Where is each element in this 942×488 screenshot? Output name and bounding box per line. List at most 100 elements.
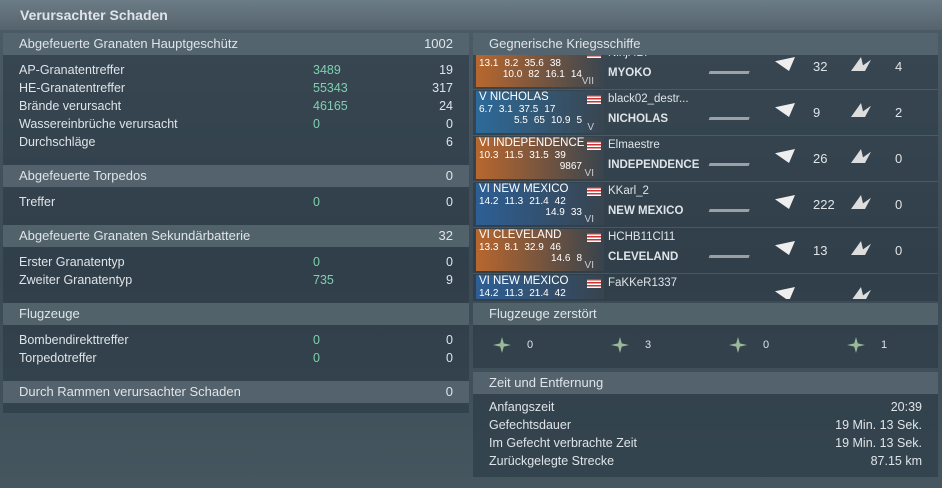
- ship-row: VI INDEPENDENCE 10.3 11.5 31.5 39 9867 VI Elmae…: [473, 135, 938, 182]
- ship-card-name: VII MYOKO: [476, 55, 604, 58]
- plane-count: 1: [881, 339, 888, 351]
- card-stat: 17: [544, 104, 556, 115]
- card-stat: 3.1: [498, 104, 513, 115]
- stat-label: Erster Granatentyp: [19, 255, 125, 269]
- time-row: Gefechtsdauer 19 Min. 13 Sek.: [473, 416, 938, 434]
- time-row: Zurückgelegte Strecke 87.15 km: [473, 452, 938, 470]
- player-name: HCHB11Cl11: [608, 231, 676, 243]
- ship-icon: [708, 291, 754, 299]
- card-stat: 37.5: [518, 104, 539, 115]
- stat-label: Bombendirekttreffer: [19, 333, 129, 347]
- card-stats: 6.7 3.1 37.5 17: [476, 104, 604, 115]
- tier: VI: [584, 260, 594, 271]
- flag: [587, 55, 601, 58]
- stat-row: AP-Granatentreffer 3489 19: [3, 61, 469, 79]
- stat-row: Erster Granatentyp 0 0: [3, 253, 469, 271]
- card-stat: 82: [528, 69, 540, 80]
- plane-icon: [611, 337, 629, 353]
- stat-hits: 0: [446, 333, 453, 347]
- stat-damage: 735: [313, 273, 334, 287]
- flag: [587, 187, 601, 196]
- card-stat: 10.9: [550, 115, 571, 126]
- pen-count: 2: [895, 105, 903, 120]
- stat-row: Torpedotreffer 0 0: [3, 349, 469, 367]
- header-label: Flugzeuge zerstört: [489, 306, 597, 321]
- card-stats: 9867: [476, 161, 604, 172]
- time-label: Anfangszeit: [489, 400, 555, 414]
- plane-icon: [847, 337, 865, 353]
- plane-counts: 0 3 0 1: [473, 325, 938, 368]
- stat-hits: 0: [446, 117, 453, 131]
- plane-count: 0: [527, 339, 534, 351]
- card-stat: 9867: [559, 161, 582, 172]
- pen-icon: [851, 195, 871, 209]
- card-stats: 14.9 33: [476, 207, 604, 218]
- stat-hits: 0: [446, 255, 453, 269]
- pen-icon: [851, 57, 871, 71]
- card-stat: 42: [554, 196, 566, 207]
- section-header: Abgefeuerte Torpedos 0: [3, 165, 469, 187]
- card-stats: 13.3 8.1 32.9 46: [476, 242, 604, 253]
- time-panel: Zeit und Entfernung Anfangszeit 20:39 Gefe…: [473, 372, 938, 477]
- pen-icon: [851, 103, 871, 117]
- player-name: black02_destr...: [608, 93, 689, 105]
- stat-row: Bombendirekttreffer 0 0: [3, 331, 469, 349]
- card-stat: 38: [549, 58, 561, 69]
- card-stat: 11.5: [504, 150, 524, 161]
- enemies-panel: Gegnerische Kriegsschiffe VII MYOKO13.18…: [473, 33, 938, 301]
- hit-count: 9: [813, 105, 821, 120]
- stat-hits: 317: [432, 81, 453, 95]
- player-name: Ninji427: [608, 55, 650, 59]
- hit-icon: [775, 195, 795, 209]
- time-value: 19 Min. 13 Sek.: [835, 418, 922, 432]
- hit-count: 26: [813, 151, 828, 166]
- ship-icon: [708, 153, 754, 166]
- section-header: Flugzeuge: [3, 303, 469, 325]
- stat-row: Brände verursacht 46165 24: [3, 97, 469, 115]
- card-stat: 8.2: [504, 58, 519, 69]
- plane-count: 3: [645, 339, 652, 351]
- header-label: Zeit und Entfernung: [489, 375, 604, 390]
- card-stats: 13.1 8.2 35.6 38: [476, 58, 604, 69]
- card-stat: 5: [576, 115, 582, 126]
- card-stat: 10.0: [502, 69, 523, 80]
- card-stat: 11.3: [504, 196, 524, 207]
- stat-damage: 0: [313, 117, 320, 131]
- ship-icon: [708, 107, 754, 120]
- hit-count: 32: [813, 59, 828, 74]
- ship-name: MYOKO: [608, 67, 652, 79]
- card-stat: 14.6: [550, 253, 571, 264]
- card-stat: 65: [533, 115, 545, 126]
- hit-icon: [775, 241, 795, 255]
- card-stats: 10.3 11.5 31.5 39: [476, 150, 604, 161]
- header-value: 32: [438, 228, 453, 243]
- plane-count: 0: [763, 339, 770, 351]
- card-stats: 5.5 65 10.9 5: [476, 115, 604, 126]
- ship-icon: [708, 199, 754, 212]
- card-stat: 35.6: [524, 58, 544, 69]
- header-label: Abgefeuerte Granaten Sekundärbatterie: [19, 228, 251, 243]
- section-header: Abgefeuerte Granaten Sekundärbatterie 32: [3, 225, 469, 247]
- damage-panel: Abgefeuerte Granaten Hauptgeschütz 1002 AP…: [3, 33, 469, 413]
- header-label: Abgefeuerte Granaten Hauptgeschütz: [19, 36, 238, 51]
- card-stat: 16.1: [545, 69, 565, 80]
- hit-icon: [775, 287, 795, 299]
- time-label: Im Gefecht verbrachte Zeit: [489, 436, 637, 450]
- stat-label: Torpedotreffer: [19, 351, 97, 365]
- stat-damage: 0: [313, 195, 320, 209]
- card-stats: 14.2 11.3 21.4 42: [476, 196, 604, 207]
- card-stat: 39: [554, 150, 566, 161]
- stat-damage: 3489: [313, 63, 341, 77]
- card-stat: 11.3: [504, 288, 524, 299]
- card-stat: 31.5: [529, 150, 549, 161]
- section-header: Zeit und Entfernung: [473, 372, 938, 394]
- section-header: Abgefeuerte Granaten Hauptgeschütz 1002: [3, 33, 469, 55]
- stat-hits: 0: [446, 351, 453, 365]
- ship-card-name: VI NEW MEXICO: [479, 275, 569, 287]
- card-stat: 14: [570, 69, 582, 80]
